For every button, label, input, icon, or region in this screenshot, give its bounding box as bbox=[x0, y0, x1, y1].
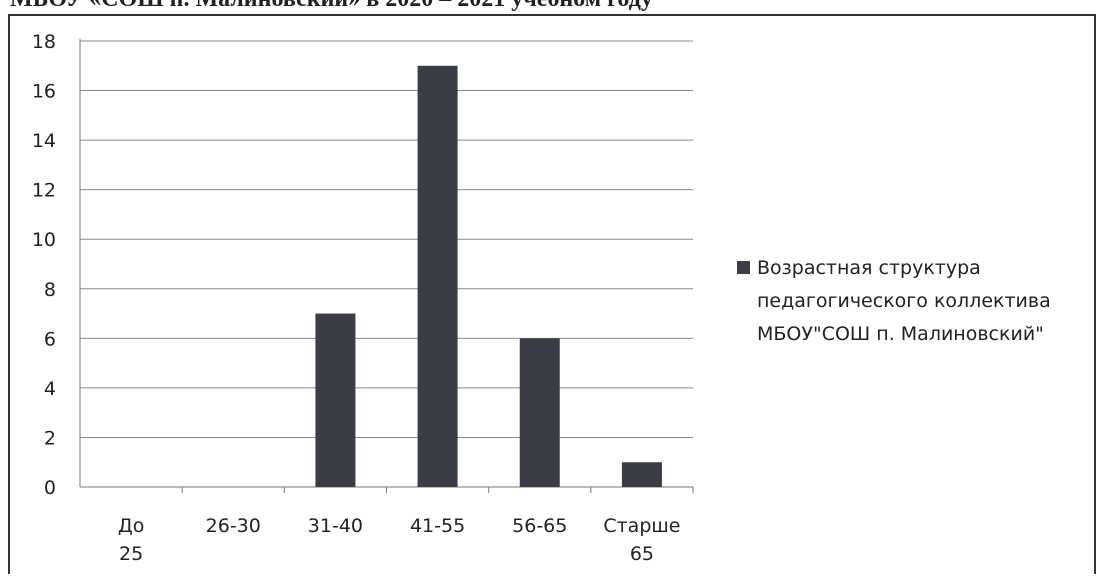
y-tick-label: 0 bbox=[44, 477, 56, 499]
x-tick-label: Старше 65 bbox=[603, 515, 680, 565]
bar-3 bbox=[417, 65, 458, 488]
y-tick-label: 16 bbox=[32, 81, 56, 103]
bar-4 bbox=[519, 338, 560, 487]
y-tick-label: 12 bbox=[32, 180, 56, 202]
y-tick-label: 6 bbox=[44, 328, 56, 350]
x-tick-label: До 25 bbox=[118, 515, 144, 565]
chart-box bbox=[8, 14, 1096, 574]
x-tick-label: 56-65 bbox=[512, 515, 567, 537]
y-tick-label: 2 bbox=[44, 427, 56, 449]
bar-2 bbox=[315, 313, 356, 487]
legend-swatch bbox=[737, 261, 750, 274]
legend-label: Возрастная структура педагогического колл… bbox=[757, 257, 1051, 345]
x-tick-label: 41-55 bbox=[410, 515, 465, 537]
y-tick-label: 18 bbox=[32, 31, 56, 53]
y-tick-label: 4 bbox=[44, 378, 56, 400]
y-tick-label: 8 bbox=[44, 279, 56, 301]
x-tick-label: 26-30 bbox=[206, 515, 261, 537]
chart-caption: МБОУ «СОШ п. Малиновский» в 2020 – 2021 … bbox=[10, 0, 653, 13]
y-tick-label: 14 bbox=[32, 130, 56, 152]
x-tick-label: 31-40 bbox=[308, 515, 363, 537]
bar-5 bbox=[621, 462, 662, 487]
y-tick-label: 10 bbox=[32, 229, 56, 251]
